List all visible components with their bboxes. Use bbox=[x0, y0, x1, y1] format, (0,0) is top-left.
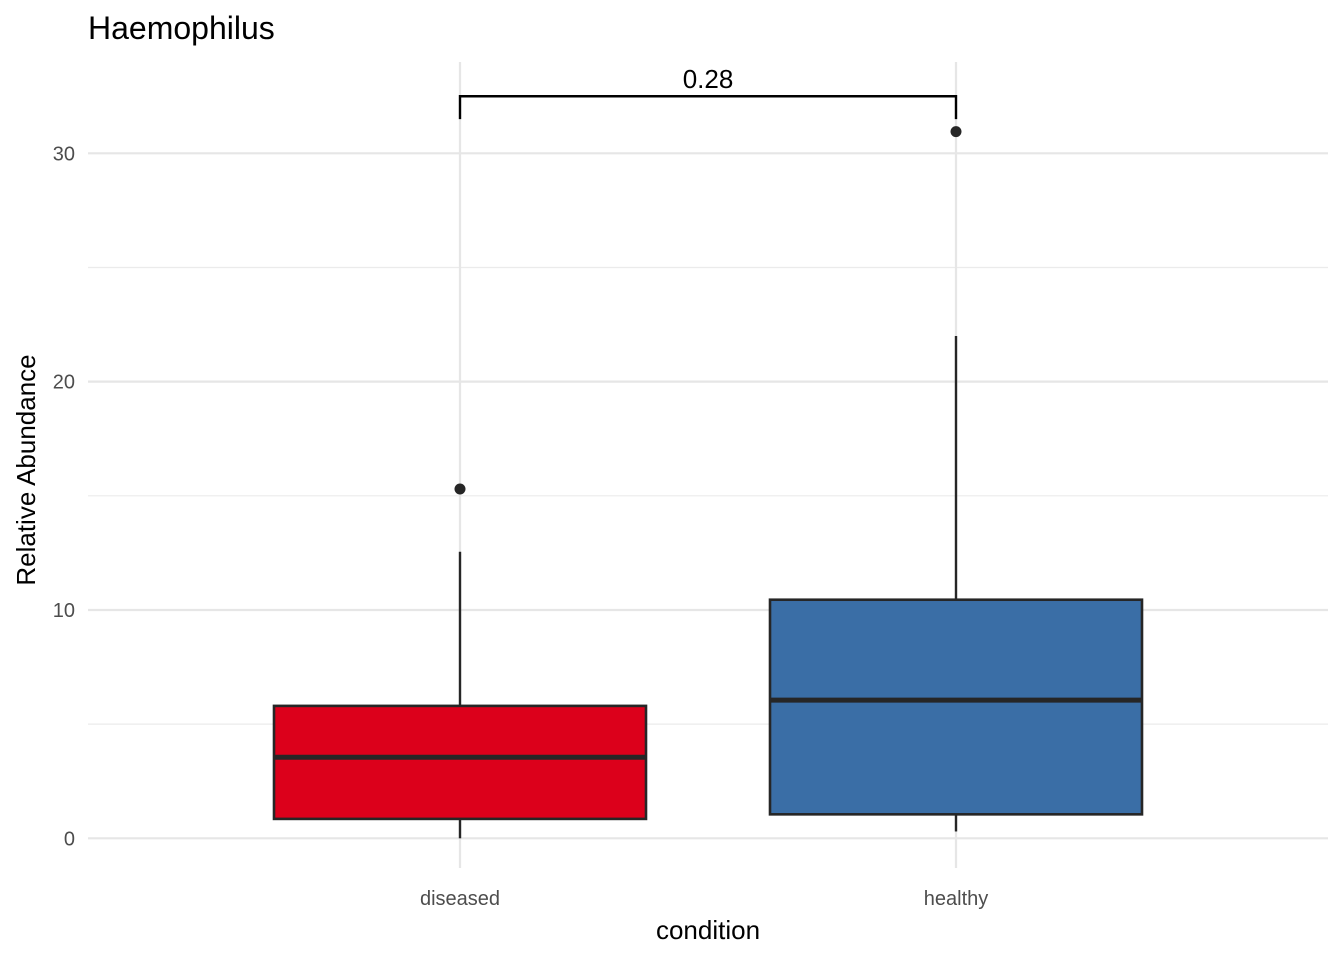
x-axis-title: condition bbox=[656, 915, 760, 945]
p-value-label: 0.28 bbox=[683, 64, 734, 94]
chart-title: Haemophilus bbox=[88, 10, 275, 46]
outlier-point bbox=[950, 126, 962, 138]
boxes bbox=[272, 126, 1144, 839]
box-iqr bbox=[272, 704, 648, 821]
box-iqr bbox=[768, 598, 1144, 816]
significance-bracket bbox=[458, 95, 958, 120]
tick-labels: 0 10 20 30 diseased healthy bbox=[53, 143, 989, 910]
y-axis-title: Relative Abundance bbox=[11, 354, 41, 585]
x-tick-label: healthy bbox=[924, 888, 989, 910]
box-diseased bbox=[272, 483, 648, 839]
box-healthy bbox=[768, 126, 1144, 832]
significance-annotation: 0.28 bbox=[458, 64, 958, 120]
y-tick-label: 30 bbox=[53, 143, 75, 165]
y-tick-label: 20 bbox=[53, 372, 75, 394]
y-tick-label: 0 bbox=[64, 828, 75, 850]
outlier-point bbox=[454, 483, 466, 495]
x-tick-label: diseased bbox=[420, 888, 500, 910]
y-tick-label: 10 bbox=[53, 600, 75, 622]
